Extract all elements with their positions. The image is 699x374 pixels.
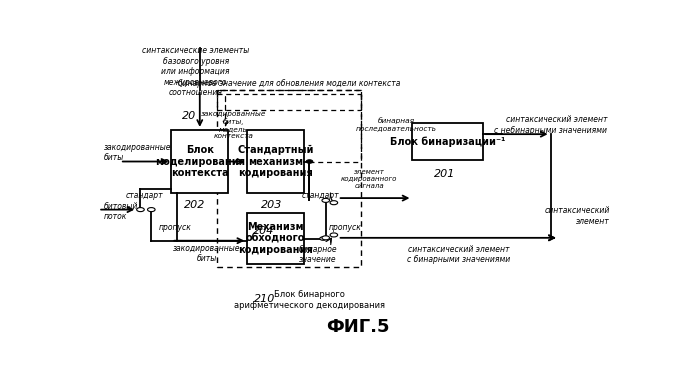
Bar — [247, 130, 304, 193]
Text: пропуск: пропуск — [159, 223, 192, 232]
Circle shape — [306, 160, 312, 163]
Circle shape — [330, 201, 338, 205]
Text: элемент
кодированного
сигнала: элемент кодированного сигнала — [341, 169, 397, 189]
Text: Блок бинарного
арифметического декодирования: Блок бинарного арифметического декодиров… — [234, 290, 385, 310]
Text: бинарное значение для обновления модели контекста: бинарное значение для обновления модели … — [178, 79, 400, 88]
Text: Механизм
обходного
кодирования: Механизм обходного кодирования — [238, 222, 313, 255]
Text: стандарт: стандарт — [125, 191, 163, 200]
Text: синтаксический
элемент: синтаксический элемент — [545, 206, 610, 226]
Text: Блок
моделирования
контекста: Блок моделирования контекста — [154, 145, 245, 178]
Text: пропуск: пропуск — [329, 223, 361, 232]
Circle shape — [330, 233, 338, 237]
Text: закодированные
биты: закодированные биты — [103, 143, 171, 162]
Text: закодированные
биты,
модель
контекста: закодированные биты, модель контекста — [201, 111, 266, 139]
Circle shape — [322, 236, 329, 240]
Circle shape — [319, 237, 326, 240]
Text: битовый
поток: битовый поток — [103, 202, 138, 221]
Circle shape — [147, 208, 155, 212]
Text: стандарт: стандарт — [301, 191, 339, 200]
Text: синтаксические элементы
базового уровня
или информация
межуровневого
соотношения: синтаксические элементы базового уровня … — [142, 46, 250, 97]
Text: синтаксический элемент
с бинарными значениями: синтаксический элемент с бинарными значе… — [407, 245, 510, 264]
Text: 202: 202 — [184, 200, 206, 211]
Text: бинарное
значение: бинарное значение — [298, 245, 337, 264]
Text: бинарная
последовательность: бинарная последовательность — [356, 117, 437, 131]
Text: 203: 203 — [261, 200, 282, 211]
Bar — [412, 123, 483, 160]
Bar — [217, 89, 361, 110]
Text: 210: 210 — [254, 294, 275, 304]
Text: ФИГ.5: ФИГ.5 — [326, 318, 390, 336]
Bar — [217, 89, 361, 267]
Bar — [171, 130, 228, 193]
Text: закодированные
биты: закодированные биты — [173, 243, 240, 263]
Text: 201: 201 — [434, 169, 456, 179]
Text: 20: 20 — [182, 111, 196, 121]
Circle shape — [322, 198, 329, 202]
Text: Стандартный
механизм
кодирования: Стандартный механизм кодирования — [238, 145, 314, 178]
Circle shape — [137, 208, 144, 212]
Text: синтаксический элемент
с небинарными значениями: синтаксический элемент с небинарными зна… — [494, 116, 607, 135]
Text: Блок бинаризации⁻¹: Блок бинаризации⁻¹ — [390, 136, 505, 147]
Text: 204: 204 — [252, 226, 274, 236]
Bar — [247, 213, 304, 264]
